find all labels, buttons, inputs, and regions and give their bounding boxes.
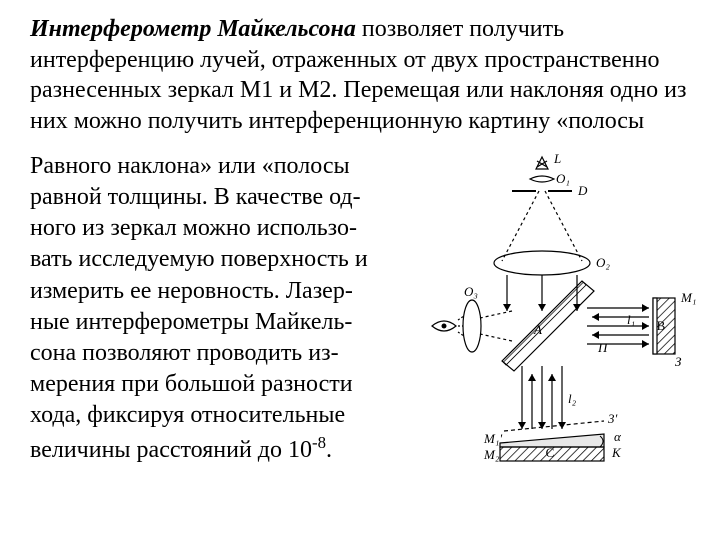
svg-text:М₁: М₁ [680,290,696,305]
svg-text:O₁: O₁ [556,171,570,186]
figure-column: L O₁ D O₂ А П O₃ М₁ В Зl₁ l₂ 3′ М₁'М₂ С Кα [416,151,698,491]
page: Интерферометр Майкельсона позволяет полу… [0,0,720,540]
svg-text:O₂: O₂ [596,255,610,270]
svg-text:П: П [597,340,609,355]
body-line: сона позволяют проводить из- [30,338,410,369]
svg-text:l₁: l₁ [627,312,635,327]
last-suffix: . [326,437,332,463]
last-prefix: величины расстояний до 10 [30,437,312,463]
title: Интерферометр Майкельсона [30,16,356,42]
body-line: вать исследуемую поверхность и [30,244,410,275]
two-column: Равного наклона» или «полосы равной толщ… [30,151,698,491]
body-line: мерения при большой разности [30,369,410,400]
svg-text:К: К [611,445,622,460]
body-line: Равного наклона» или «полосы [30,151,410,182]
svg-text:3′: 3′ [607,411,618,426]
svg-text:O₃: O₃ [464,284,478,299]
svg-text:З: З [675,354,682,369]
svg-text:L: L [553,151,561,166]
svg-text:М₂: М₂ [483,447,500,462]
body-line: измерить ее неровность. Лазер- [30,276,410,307]
svg-text:С: С [546,445,555,460]
body-line: равной толщины. В качестве од- [30,182,410,213]
body-line: ного из зеркал можно использо- [30,213,410,244]
svg-text:А: А [533,322,542,337]
body-line: ные интерферометры Майкель- [30,307,410,338]
svg-text:α: α [614,429,622,444]
michelson-diagram: L O₁ D O₂ А П O₃ М₁ В Зl₁ l₂ 3′ М₁'М₂ С Кα [417,151,697,491]
body-line-last: величины расстояний до 10-8. [30,432,410,466]
svg-text:D: D [577,183,588,198]
body-column: Равного наклона» или «полосы равной толщ… [30,151,416,466]
svg-text:l₂: l₂ [568,391,577,406]
body-line: хода, фиксируя относительные [30,400,410,431]
svg-text:В: В [657,318,666,333]
superscript: -8 [312,433,326,452]
intro-paragraph: Интерферометр Майкельсона позволяет полу… [30,14,698,137]
svg-text:М₁': М₁' [483,431,502,446]
